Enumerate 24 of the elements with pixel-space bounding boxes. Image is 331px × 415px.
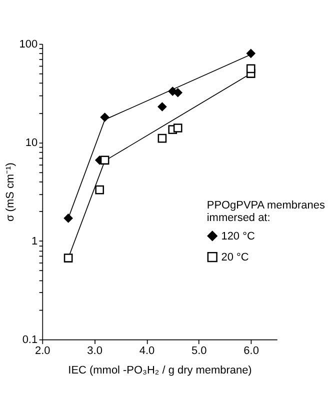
y-tick-label: 10 <box>25 137 38 150</box>
y-tick-label: 1 <box>31 236 38 248</box>
legend-label: 120 °C <box>221 230 255 242</box>
x-tick-label: 5.0 <box>192 345 207 358</box>
x-axis-title: IEC (mmol -PO₃H₂ / g dry membrane) <box>68 364 252 377</box>
point <box>64 254 73 262</box>
x-tick-label: 2.0 <box>35 345 50 358</box>
y-axis-title: σ (mS cm⁻¹) <box>4 162 16 222</box>
x-tick-label: 6.0 <box>244 345 259 358</box>
point <box>158 102 167 112</box>
x-tick-label: 3.0 <box>87 345 102 358</box>
point <box>246 64 256 74</box>
point <box>100 112 110 122</box>
y-tick-label: 0.1 <box>22 334 38 346</box>
point <box>158 134 167 143</box>
point <box>64 214 73 223</box>
y-tick-label: 100 <box>19 38 38 51</box>
x-tick-label: 4.0 <box>139 345 155 358</box>
legend-label: 20 °C <box>221 251 249 264</box>
legend-title: PPOgPVPA membranes immersed at: <box>206 200 326 224</box>
point <box>100 156 110 165</box>
point <box>246 49 256 58</box>
point <box>173 124 182 132</box>
point <box>95 185 104 194</box>
